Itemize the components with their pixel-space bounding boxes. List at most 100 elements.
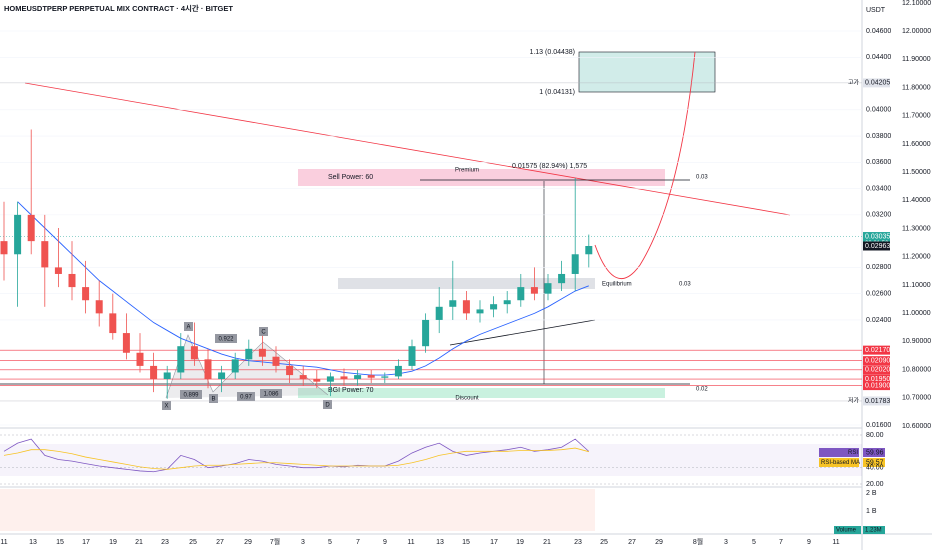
y2-tick-label: 11.90000: [902, 56, 931, 63]
pattern-point: [162, 401, 171, 410]
x-tick-label: 9: [807, 539, 811, 546]
pattern-point: [323, 400, 332, 409]
y2-tick-label: 12.10000: [902, 0, 931, 7]
price-label: 0.01950: [865, 376, 890, 383]
candle-body: [354, 375, 362, 380]
y-tick-label: 0.04400: [866, 54, 891, 61]
pattern-label: C: [261, 330, 266, 336]
candle-body: [272, 356, 280, 366]
price-label-box: [863, 78, 890, 88]
price-label-box: [863, 345, 890, 355]
premium-zone: [298, 169, 665, 186]
price-label-tag: 저가: [848, 397, 860, 405]
candle-body: [422, 319, 430, 347]
rsi-ma-value: 59.57: [866, 459, 884, 466]
price-label: 0.01900: [865, 382, 890, 389]
rsi-tick-label: 80.00: [866, 432, 884, 439]
chart-title: HOMEUSDTPERP PERPETUAL MIX CONTRACT · 4시…: [4, 3, 233, 13]
volume-area: [0, 489, 595, 531]
y2-tick-label: 11.70000: [902, 113, 931, 120]
y2-tick-label: 11.40000: [902, 197, 931, 204]
candle-body: [517, 287, 525, 301]
candle-body: [435, 306, 443, 320]
pattern-point: [259, 327, 268, 336]
candle-body: [258, 348, 266, 357]
ratio-box: [260, 389, 282, 398]
candle-body: [95, 300, 103, 314]
pattern-label: B: [211, 397, 215, 403]
pattern-point: [209, 394, 218, 403]
x-tick-label: 27: [628, 539, 636, 546]
pattern-point: [184, 322, 193, 331]
rsi-ma-value-box: [863, 458, 885, 467]
candle-body: [476, 309, 484, 314]
candle-body: [204, 359, 212, 380]
candle-body: [82, 287, 90, 301]
y-tick-label: 0.04600: [866, 28, 891, 35]
annotation: Premium: [455, 168, 479, 174]
y2-tick-label: 10.80000: [902, 366, 931, 373]
annotation: 0.01575 (82.94%) 1,575: [512, 163, 587, 170]
x-tick-label: 7: [779, 539, 783, 546]
pattern-label: D: [325, 403, 330, 409]
pattern-label: A: [186, 325, 190, 331]
price-label: 0.03035: [865, 233, 890, 240]
candle-body: [571, 254, 579, 274]
annotation: Sell Power: 60: [328, 174, 373, 181]
x-tick-label: 17: [82, 539, 90, 546]
annotation: 0.02: [696, 387, 708, 393]
price-label-box: [863, 356, 890, 366]
volume-name-box: [834, 526, 861, 534]
candle-body: [0, 241, 8, 255]
candle-body: [177, 346, 185, 373]
fib-label: 1.13 (0.04438): [529, 49, 575, 56]
x-tick-label: 7: [356, 539, 360, 546]
x-tick-label: 3: [724, 539, 728, 546]
price-label-box: [863, 381, 890, 391]
y2-tick-label: 11.50000: [902, 169, 931, 176]
price-label-box: [863, 241, 890, 251]
pattern-label: X: [164, 404, 168, 410]
candle-body: [54, 267, 62, 274]
currency: USDT: [866, 7, 886, 14]
y-tick-label: 0.03800: [866, 133, 891, 140]
x-tick-label: 5: [328, 539, 332, 546]
fib-box: [578, 51, 716, 93]
trend-line: [24, 82, 791, 216]
candle-body: [299, 375, 307, 380]
x-tick-label: 9: [383, 539, 387, 546]
y-tick-label: 0.02800: [866, 264, 891, 271]
x-tick-label: 29: [244, 539, 252, 546]
x-tick-label: 8월: [693, 537, 703, 546]
ratio-box: [180, 390, 202, 399]
candle-body: [585, 245, 593, 255]
price-label: 0.04205: [865, 80, 890, 87]
rsi-tick-label: 40.00: [866, 465, 884, 472]
y2-tick-label: 11.80000: [902, 84, 931, 91]
ratio-box: [237, 392, 255, 401]
fib-label: 1 (0.04131): [539, 89, 575, 96]
price-label-box: [863, 396, 890, 406]
x-tick-label: 7월: [270, 537, 280, 546]
candle-body: [490, 304, 498, 310]
x-tick-label: 23: [161, 539, 169, 546]
y2-tick-label: 11.60000: [902, 141, 931, 148]
x-tick-label: 25: [189, 539, 197, 546]
x-tick-label: 19: [109, 539, 117, 546]
rsi-ma-name-box: [819, 458, 859, 467]
y-tick-label: 0.01600: [866, 422, 891, 429]
ratio-box: [215, 334, 237, 343]
candle-body: [449, 300, 457, 307]
y2-tick-label: 10.90000: [902, 338, 931, 345]
y2-tick-label: 10.60000: [902, 423, 931, 430]
equilibrium-zone: [338, 278, 595, 289]
x-tick-label: 27: [216, 539, 224, 546]
ratio-label: 0.922: [218, 337, 234, 343]
rsi-ma-name: RSI-based MA: [821, 460, 860, 466]
y2-tick-label: 11.00000: [902, 310, 931, 317]
x-tick-label: 25: [600, 539, 608, 546]
volume-tick: 2 B: [866, 490, 877, 497]
rsi-value: 59.96: [866, 449, 884, 456]
